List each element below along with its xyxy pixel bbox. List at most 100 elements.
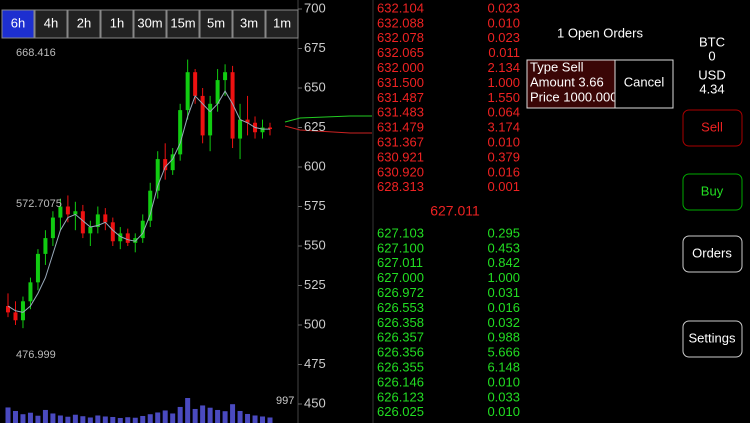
candle-body	[200, 95, 205, 136]
volume-bar	[237, 410, 243, 423]
y-tick-label: 500	[304, 316, 326, 331]
volume-bar	[87, 417, 93, 423]
volume-bar	[230, 404, 236, 423]
buy-button[interactable]	[682, 173, 743, 211]
candle-body	[35, 253, 40, 283]
timeframe-label: 30m	[137, 15, 162, 30]
settings-label: Settings	[689, 330, 736, 345]
volume-bar	[65, 416, 71, 423]
cancel-label: Cancel	[624, 74, 665, 89]
y-tick-label: 575	[304, 198, 326, 213]
timeframe-button[interactable]	[199, 9, 233, 39]
sell-button[interactable]	[682, 109, 743, 147]
volume-bar	[102, 416, 108, 423]
ask-amount: 3.174	[487, 120, 520, 135]
volume-bar	[245, 413, 251, 423]
volume-bar	[42, 409, 48, 423]
candle-body	[20, 301, 25, 321]
btc-balance: 0	[708, 48, 715, 63]
ask-price: 632.065	[377, 45, 424, 60]
order-type: Type Sell	[530, 59, 584, 74]
ask-price: 631.479	[377, 120, 424, 135]
sell-label: Sell	[701, 119, 723, 134]
volume-bar	[72, 414, 78, 423]
candle-body	[95, 214, 100, 228]
volume-bar	[162, 410, 168, 423]
timeframe-button[interactable]	[232, 9, 266, 39]
candle-body	[58, 206, 63, 218]
volume-bar	[170, 413, 176, 423]
bid-amount: 0.031	[487, 285, 520, 300]
bid-amount: 0.032	[487, 315, 520, 330]
ask-price: 632.088	[377, 15, 424, 30]
ask-amount: 0.023	[487, 0, 520, 15]
candle-body	[13, 312, 18, 321]
candle-body	[185, 72, 190, 111]
timeframe-label: 1h	[110, 15, 124, 30]
y-tick-label: 450	[304, 395, 326, 410]
candle-body	[43, 238, 48, 254]
timeframe-button[interactable]	[67, 9, 101, 39]
timeframe-button[interactable]	[100, 9, 134, 39]
orders-button[interactable]	[682, 235, 743, 273]
candle-body	[50, 217, 55, 239]
order-card[interactable]	[526, 59, 616, 109]
candle-body	[170, 154, 175, 171]
volume-bar	[177, 406, 183, 423]
volume-bar	[20, 414, 26, 423]
open-orders-title: 1 Open Orders	[557, 25, 643, 40]
timeframe-label: 6h	[11, 15, 25, 30]
btc-label: BTC	[699, 34, 725, 49]
ask-amount: 0.064	[487, 105, 520, 120]
bid-amount: 0.453	[487, 240, 520, 255]
y-tick-label: 675	[304, 40, 326, 55]
usd-balance: 4.34	[699, 81, 724, 96]
order-price: Price 1000.000	[530, 89, 617, 104]
bid-price: 626.357	[377, 330, 424, 345]
depth-line-bid	[284, 115, 372, 123]
bid-price: 626.553	[377, 300, 424, 315]
volume-bar	[185, 398, 191, 423]
timeframe-label: 5m	[207, 15, 225, 30]
candle-body	[155, 159, 160, 191]
settings-button[interactable]	[682, 320, 743, 358]
candle-body	[215, 80, 220, 104]
candle-body	[260, 127, 265, 133]
timeframe-button[interactable]	[133, 9, 167, 39]
buy-label: Buy	[701, 183, 724, 198]
usd-label: USD	[698, 67, 725, 82]
timeframe-button[interactable]	[1, 9, 35, 39]
candle-body	[103, 214, 108, 223]
candle-body	[268, 127, 272, 130]
orders-label: Orders	[692, 245, 732, 260]
candle-body	[88, 227, 93, 234]
timeframe-button[interactable]	[34, 9, 68, 39]
bid-amount: 0.295	[487, 225, 520, 240]
volume-bar	[5, 407, 11, 423]
candle-body	[125, 233, 130, 243]
bid-price: 627.011	[377, 255, 423, 270]
ask-amount: 1.000	[487, 75, 520, 90]
bid-price: 626.356	[377, 345, 424, 360]
volume-bar	[200, 405, 206, 423]
volume-bar	[125, 417, 131, 423]
ask-price: 631.487	[377, 90, 424, 105]
bid-price: 627.100	[377, 240, 424, 255]
candle-body	[193, 72, 198, 96]
bid-amount: 5.666	[487, 345, 520, 360]
bid-amount: 0.010	[487, 374, 520, 389]
volume-bar	[12, 410, 18, 423]
ask-price: 632.078	[377, 30, 424, 45]
timeframe-button[interactable]	[166, 9, 200, 39]
timeframe-label: 4h	[44, 15, 58, 30]
bid-amount: 0.988	[487, 330, 520, 345]
cancel-button[interactable]	[614, 59, 674, 109]
price-annotation: 572.7075	[16, 198, 62, 210]
bid-price: 626.123	[377, 389, 424, 404]
ask-amount: 1.550	[487, 90, 520, 105]
volume-bar	[35, 415, 41, 423]
bid-price: 626.972	[377, 285, 424, 300]
moving-average	[7, 90, 270, 313]
timeframe-button[interactable]	[265, 9, 299, 39]
